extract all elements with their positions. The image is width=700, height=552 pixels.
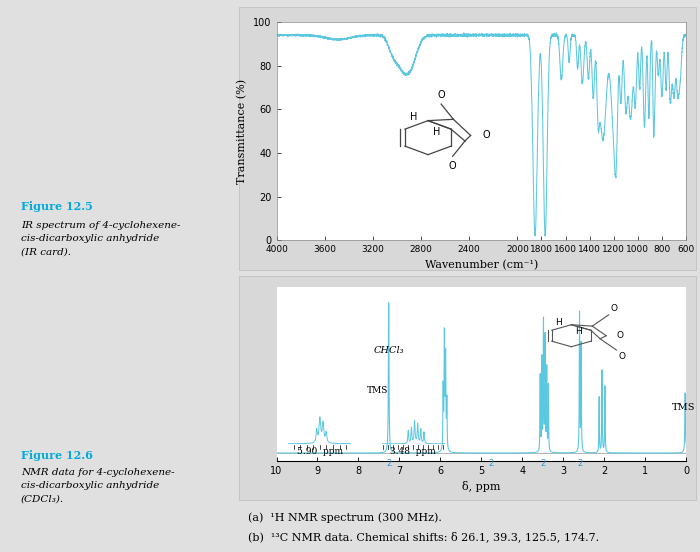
X-axis label: δ, ppm: δ, ppm — [462, 481, 500, 492]
Text: Figure 12.5: Figure 12.5 — [21, 201, 93, 213]
Text: H: H — [575, 327, 582, 337]
Text: 2: 2 — [489, 459, 494, 468]
Text: O: O — [617, 331, 624, 340]
Text: H: H — [556, 319, 562, 327]
Text: 5.90  ppm: 5.90 ppm — [297, 447, 343, 455]
Text: O: O — [619, 352, 626, 361]
X-axis label: Wavenumber (cm⁻¹): Wavenumber (cm⁻¹) — [425, 259, 538, 270]
Text: IR spectrum of 4-cyclohexene-
cis-dicarboxylic anhydride
(IR card).: IR spectrum of 4-cyclohexene- cis-dicarb… — [21, 221, 181, 256]
Y-axis label: Transmittance (%): Transmittance (%) — [237, 78, 248, 184]
Text: CHCl₃: CHCl₃ — [374, 346, 404, 355]
Text: H: H — [433, 128, 441, 137]
Text: O: O — [438, 90, 445, 100]
Text: Figure 12.6: Figure 12.6 — [21, 450, 93, 461]
Text: TMS: TMS — [672, 403, 695, 412]
Text: O: O — [449, 161, 456, 171]
Text: TMS: TMS — [367, 386, 388, 395]
Text: 2: 2 — [386, 459, 391, 468]
Text: 2: 2 — [541, 459, 546, 468]
Text: (b)  ¹³C NMR data. Chemical shifts: δ 26.1, 39.3, 125.5, 174.7.: (b) ¹³C NMR data. Chemical shifts: δ 26.… — [248, 531, 600, 542]
Text: 2: 2 — [577, 459, 582, 468]
Text: (a)  ¹H NMR spectrum (300 MHz).: (a) ¹H NMR spectrum (300 MHz). — [248, 512, 442, 523]
Text: O: O — [610, 304, 617, 313]
Text: H: H — [410, 113, 418, 123]
Text: 3.48  ppm: 3.48 ppm — [390, 447, 436, 455]
Text: NMR data for 4-cyclohexene-
cis-dicarboxylic anhydride
(CDCl₃).: NMR data for 4-cyclohexene- cis-dicarbox… — [21, 468, 174, 503]
Text: O: O — [483, 130, 491, 140]
